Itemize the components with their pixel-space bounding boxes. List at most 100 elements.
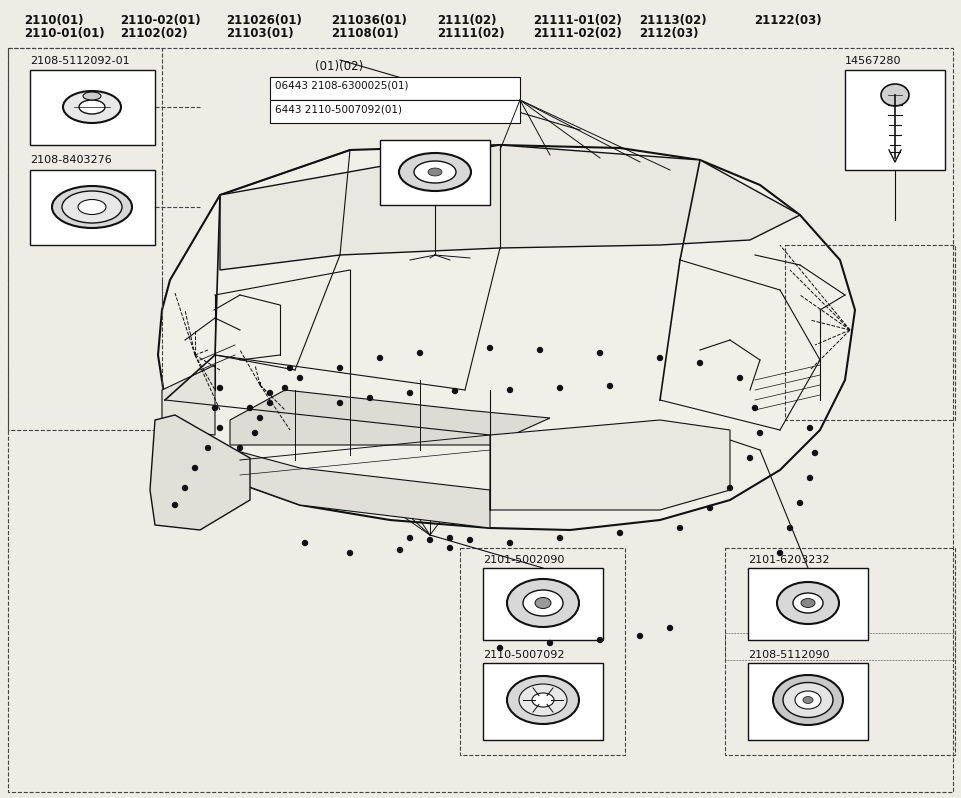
Circle shape <box>727 485 732 491</box>
Circle shape <box>217 385 223 390</box>
Text: 21111-01(02): 21111-01(02) <box>533 14 622 27</box>
Circle shape <box>557 385 562 390</box>
Circle shape <box>698 361 702 365</box>
Ellipse shape <box>532 693 554 707</box>
Ellipse shape <box>78 200 106 215</box>
Circle shape <box>173 503 178 508</box>
Circle shape <box>428 538 432 543</box>
Circle shape <box>448 535 453 540</box>
Text: 2108-8403276: 2108-8403276 <box>30 155 111 165</box>
Circle shape <box>248 405 253 410</box>
Circle shape <box>407 390 412 396</box>
Text: АССОЦИАЦИЯ: АССОЦИАЦИЯ <box>356 425 604 455</box>
Ellipse shape <box>783 682 833 717</box>
Circle shape <box>407 535 412 540</box>
Polygon shape <box>748 663 868 740</box>
Ellipse shape <box>414 161 456 183</box>
Polygon shape <box>220 145 800 270</box>
Circle shape <box>807 425 812 430</box>
Circle shape <box>378 355 382 361</box>
Polygon shape <box>845 70 945 170</box>
Text: 21122(03): 21122(03) <box>754 14 822 27</box>
Circle shape <box>267 401 273 405</box>
Ellipse shape <box>773 675 843 725</box>
Text: 211026(01): 211026(01) <box>226 14 302 27</box>
Ellipse shape <box>519 684 567 716</box>
Circle shape <box>212 405 217 410</box>
Ellipse shape <box>428 168 442 176</box>
Polygon shape <box>748 568 868 640</box>
Text: 2110-02(01): 2110-02(01) <box>120 14 201 27</box>
Circle shape <box>557 535 562 540</box>
Circle shape <box>777 551 782 555</box>
Circle shape <box>757 430 762 436</box>
Circle shape <box>267 390 273 396</box>
Circle shape <box>507 540 512 546</box>
Circle shape <box>668 626 673 630</box>
Circle shape <box>237 445 242 451</box>
Circle shape <box>217 425 223 430</box>
Polygon shape <box>380 140 490 205</box>
Circle shape <box>487 346 492 350</box>
Circle shape <box>507 388 512 393</box>
Circle shape <box>798 500 802 505</box>
Text: 06443 2108-6300025(01): 06443 2108-6300025(01) <box>275 81 408 91</box>
Circle shape <box>748 456 752 460</box>
Ellipse shape <box>507 676 579 724</box>
Text: 2112(03): 2112(03) <box>639 27 699 40</box>
Circle shape <box>812 451 818 456</box>
Text: 2101-6203232: 2101-6203232 <box>748 555 829 565</box>
Ellipse shape <box>535 598 551 609</box>
Text: АСС: АСС <box>394 363 566 437</box>
Ellipse shape <box>801 598 815 607</box>
Text: 2108-5112092-01: 2108-5112092-01 <box>30 56 130 66</box>
Circle shape <box>183 485 187 491</box>
Polygon shape <box>483 663 603 740</box>
Circle shape <box>787 526 793 531</box>
Circle shape <box>467 538 473 543</box>
Text: 14567280: 14567280 <box>845 56 901 66</box>
Circle shape <box>498 646 503 650</box>
Text: 21108(01): 21108(01) <box>332 27 399 40</box>
Circle shape <box>453 389 457 393</box>
Ellipse shape <box>52 186 132 228</box>
Ellipse shape <box>79 100 105 114</box>
Circle shape <box>258 416 262 421</box>
Circle shape <box>253 430 258 436</box>
Circle shape <box>637 634 643 638</box>
Polygon shape <box>158 145 855 530</box>
Circle shape <box>192 465 198 471</box>
Circle shape <box>298 376 303 381</box>
Circle shape <box>337 401 342 405</box>
Circle shape <box>287 365 292 370</box>
Text: 2111(02): 2111(02) <box>437 14 497 27</box>
Ellipse shape <box>793 593 823 613</box>
Ellipse shape <box>795 691 821 709</box>
Circle shape <box>448 546 453 551</box>
Polygon shape <box>165 400 490 528</box>
Polygon shape <box>270 77 520 100</box>
Polygon shape <box>270 100 520 123</box>
Ellipse shape <box>62 191 122 223</box>
Text: 2110-5007092: 2110-5007092 <box>483 650 564 660</box>
Ellipse shape <box>803 697 813 704</box>
Circle shape <box>283 385 287 390</box>
Circle shape <box>598 638 603 642</box>
Polygon shape <box>162 365 215 435</box>
Circle shape <box>337 365 342 370</box>
Polygon shape <box>30 170 155 245</box>
Ellipse shape <box>523 590 563 616</box>
Circle shape <box>737 376 743 381</box>
Ellipse shape <box>83 92 101 100</box>
Circle shape <box>707 505 712 511</box>
Text: 2110(01): 2110(01) <box>24 14 84 27</box>
Text: 2101-5002090: 2101-5002090 <box>483 555 564 565</box>
Ellipse shape <box>399 153 471 191</box>
Circle shape <box>752 405 757 410</box>
Text: (01)(02): (01)(02) <box>315 60 363 73</box>
Text: 21102(02): 21102(02) <box>120 27 187 40</box>
Circle shape <box>618 531 623 535</box>
Text: 21113(02): 21113(02) <box>639 14 706 27</box>
Circle shape <box>537 347 543 353</box>
Circle shape <box>598 350 603 355</box>
